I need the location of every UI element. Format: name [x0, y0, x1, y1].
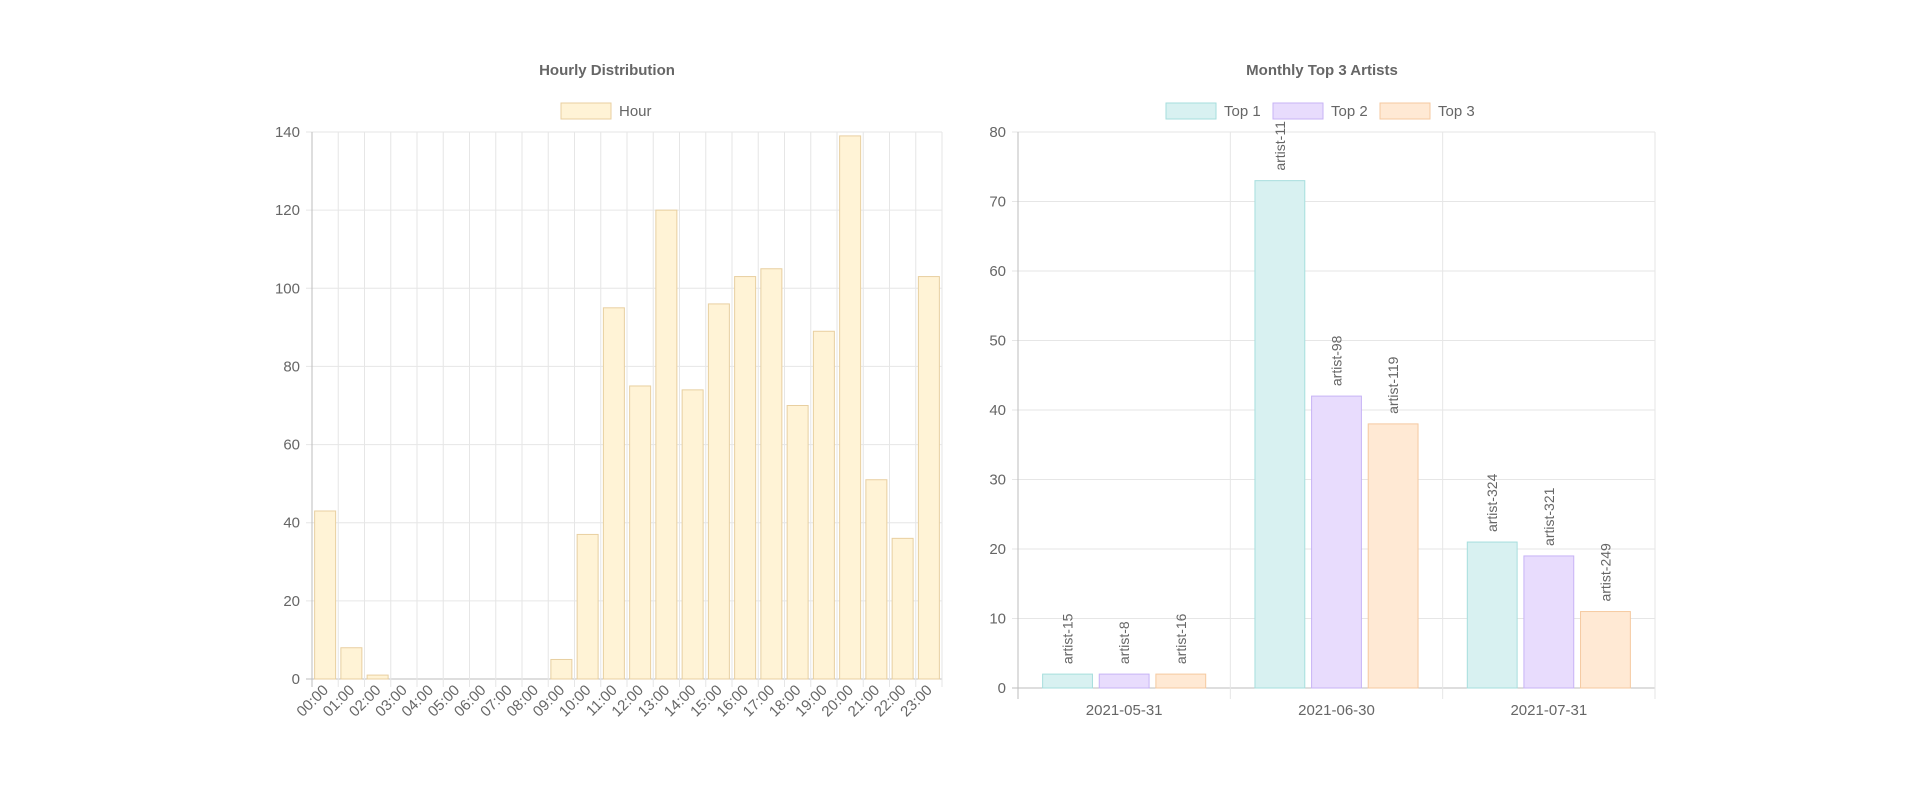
- hourly-x-axis: 00:0001:0002:0003:0004:0005:0006:0007:00…: [293, 682, 935, 721]
- hourly-bar[interactable]: [366, 674, 389, 680]
- hourly-bar[interactable]: [314, 510, 337, 680]
- artists-y-tick-label: 50: [989, 333, 1006, 350]
- hourly-bar[interactable]: [839, 135, 862, 680]
- artists-bar[interactable]: [1466, 541, 1518, 689]
- artists-bar[interactable]: [1155, 673, 1207, 689]
- artists-bar[interactable]: [1042, 673, 1093, 689]
- artists-bar-label: artist-16: [1173, 613, 1189, 664]
- artists-legend-swatch[interactable]: [1379, 102, 1431, 120]
- hourly-y-tick-label: 20: [283, 593, 300, 610]
- hourly-bar[interactable]: [655, 209, 678, 680]
- hourly-legend-swatch[interactable]: [560, 102, 612, 120]
- hourly-y-tick-label: 100: [275, 280, 300, 297]
- hourly-bar[interactable]: [891, 537, 914, 680]
- artists-x-tick-label: 2021-07-31: [1510, 702, 1587, 719]
- hourly-y-tick-label: 0: [292, 671, 300, 688]
- artists-legend-swatch[interactable]: [1272, 102, 1324, 120]
- hourly-bar[interactable]: [865, 479, 888, 680]
- hourly-bar[interactable]: [917, 276, 940, 680]
- hourly-bar[interactable]: [786, 405, 809, 680]
- artists-bar-label: artist-15: [1060, 613, 1076, 664]
- artists-bar[interactable]: [1580, 611, 1631, 689]
- artists-x-tick-label: 2021-05-31: [1086, 702, 1163, 719]
- hourly-y-tick-label: 80: [283, 358, 300, 375]
- artists-bar-label: artist-324: [1484, 473, 1500, 532]
- artists-grid: [1012, 131, 1656, 699]
- artists-y-tick-label: 40: [989, 402, 1006, 419]
- artists-bar-label: artist-8: [1116, 621, 1132, 664]
- artists-bar-label: artist-98: [1329, 335, 1345, 386]
- artists-y-tick-label: 80: [989, 124, 1006, 141]
- hourly-legend-label[interactable]: Hour: [619, 103, 652, 120]
- hourly-y-tick-label: 120: [275, 202, 300, 219]
- artists-bar[interactable]: [1254, 180, 1306, 689]
- artists-bar-label: artist-11: [1272, 121, 1288, 171]
- artists-legend-label[interactable]: Top 3: [1438, 103, 1475, 120]
- hourly-bar[interactable]: [576, 533, 599, 680]
- hourly-bar[interactable]: [340, 647, 363, 680]
- hourly-y-tick-label: 140: [275, 124, 300, 141]
- hourly-y-axis: 0 20 40 60 80 100 120 140: [275, 124, 300, 688]
- artists-bar[interactable]: [1311, 395, 1362, 689]
- hourly-chart-title: Hourly Distribution: [539, 62, 675, 79]
- hourly-bar[interactable]: [602, 307, 625, 680]
- hourly-distribution-chart: Hourly Distribution Hour 0 20 40 60 80 100 120…: [275, 62, 943, 721]
- hourly-y-tick-label: 60: [283, 437, 300, 454]
- hourly-bar[interactable]: [707, 303, 730, 680]
- artists-legend-label[interactable]: Top 2: [1331, 103, 1368, 120]
- artists-legend: Top 1 Top 2 Top 3: [1165, 102, 1475, 120]
- artists-y-tick-label: 60: [989, 263, 1006, 280]
- artists-y-tick-label: 70: [989, 194, 1006, 211]
- hourly-bar[interactable]: [760, 268, 783, 680]
- artists-bar[interactable]: [1098, 673, 1150, 689]
- hourly-bar[interactable]: [629, 385, 652, 680]
- artists-bars: artist-15 artist-11 artist-324 artist-8 arti…: [1042, 121, 1631, 689]
- artists-bar-label: artist-119: [1385, 356, 1401, 414]
- artists-chart-title: Monthly Top 3 Artists: [1246, 62, 1398, 79]
- hourly-y-tick-label: 40: [283, 515, 300, 532]
- artists-legend-swatch[interactable]: [1165, 102, 1217, 120]
- artists-y-axis: 0 10 20 30 40 50 60 70 80: [989, 124, 1006, 697]
- artists-y-tick-label: 0: [998, 680, 1006, 697]
- artists-x-axis: 2021-05-31 2021-06-30 2021-07-31: [1086, 702, 1587, 719]
- hourly-bar[interactable]: [681, 389, 704, 680]
- hourly-bar[interactable]: [812, 330, 835, 680]
- artists-y-tick-label: 30: [989, 472, 1006, 489]
- artists-y-tick-label: 10: [989, 611, 1006, 628]
- hourly-bar[interactable]: [550, 658, 573, 680]
- hourly-grid: [306, 131, 943, 687]
- artists-bar-label: artist-249: [1597, 543, 1613, 602]
- hourly-bar[interactable]: [734, 276, 757, 680]
- artists-bar[interactable]: [1367, 423, 1419, 689]
- artists-bar-label: artist-321: [1541, 487, 1557, 546]
- artists-x-tick-label: 2021-06-30: [1298, 702, 1375, 719]
- hourly-bars: [314, 135, 940, 680]
- artists-legend-label[interactable]: Top 1: [1224, 103, 1261, 120]
- artists-y-tick-label: 20: [989, 541, 1006, 558]
- artists-bar[interactable]: [1523, 555, 1575, 689]
